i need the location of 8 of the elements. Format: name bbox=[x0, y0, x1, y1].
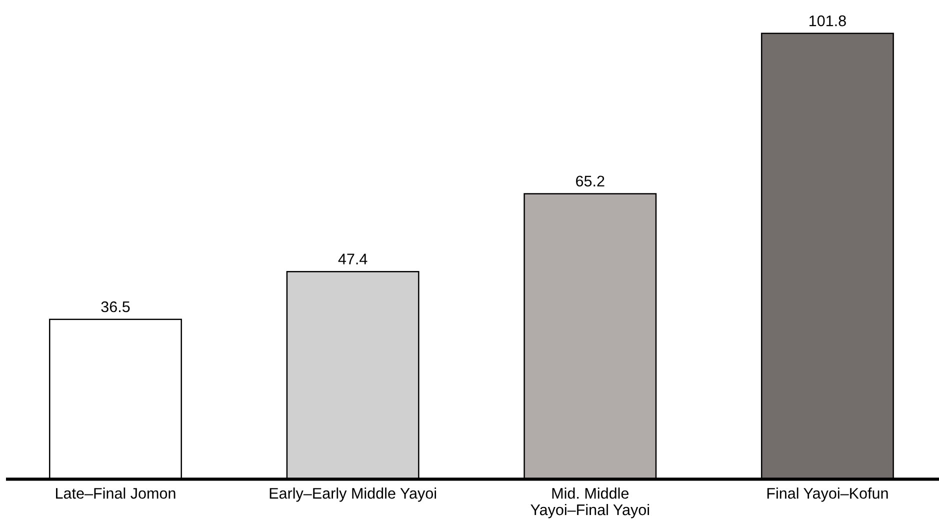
x-tick-label: Final Yayoi–Kofun bbox=[767, 488, 888, 502]
x-tick-label: Early–Early Middle Yayoi bbox=[270, 488, 436, 502]
data-label: 47.4 bbox=[338, 254, 368, 264]
data-label: 36.5 bbox=[101, 301, 130, 312]
data-label: 65.2 bbox=[576, 176, 604, 187]
x-tick-label: Late–Final Jomon bbox=[56, 488, 176, 499]
data-label: 101.8 bbox=[810, 15, 846, 26]
x-tick-label: Mid. Middle Yayoi–Final Yayoi bbox=[530, 488, 649, 518]
